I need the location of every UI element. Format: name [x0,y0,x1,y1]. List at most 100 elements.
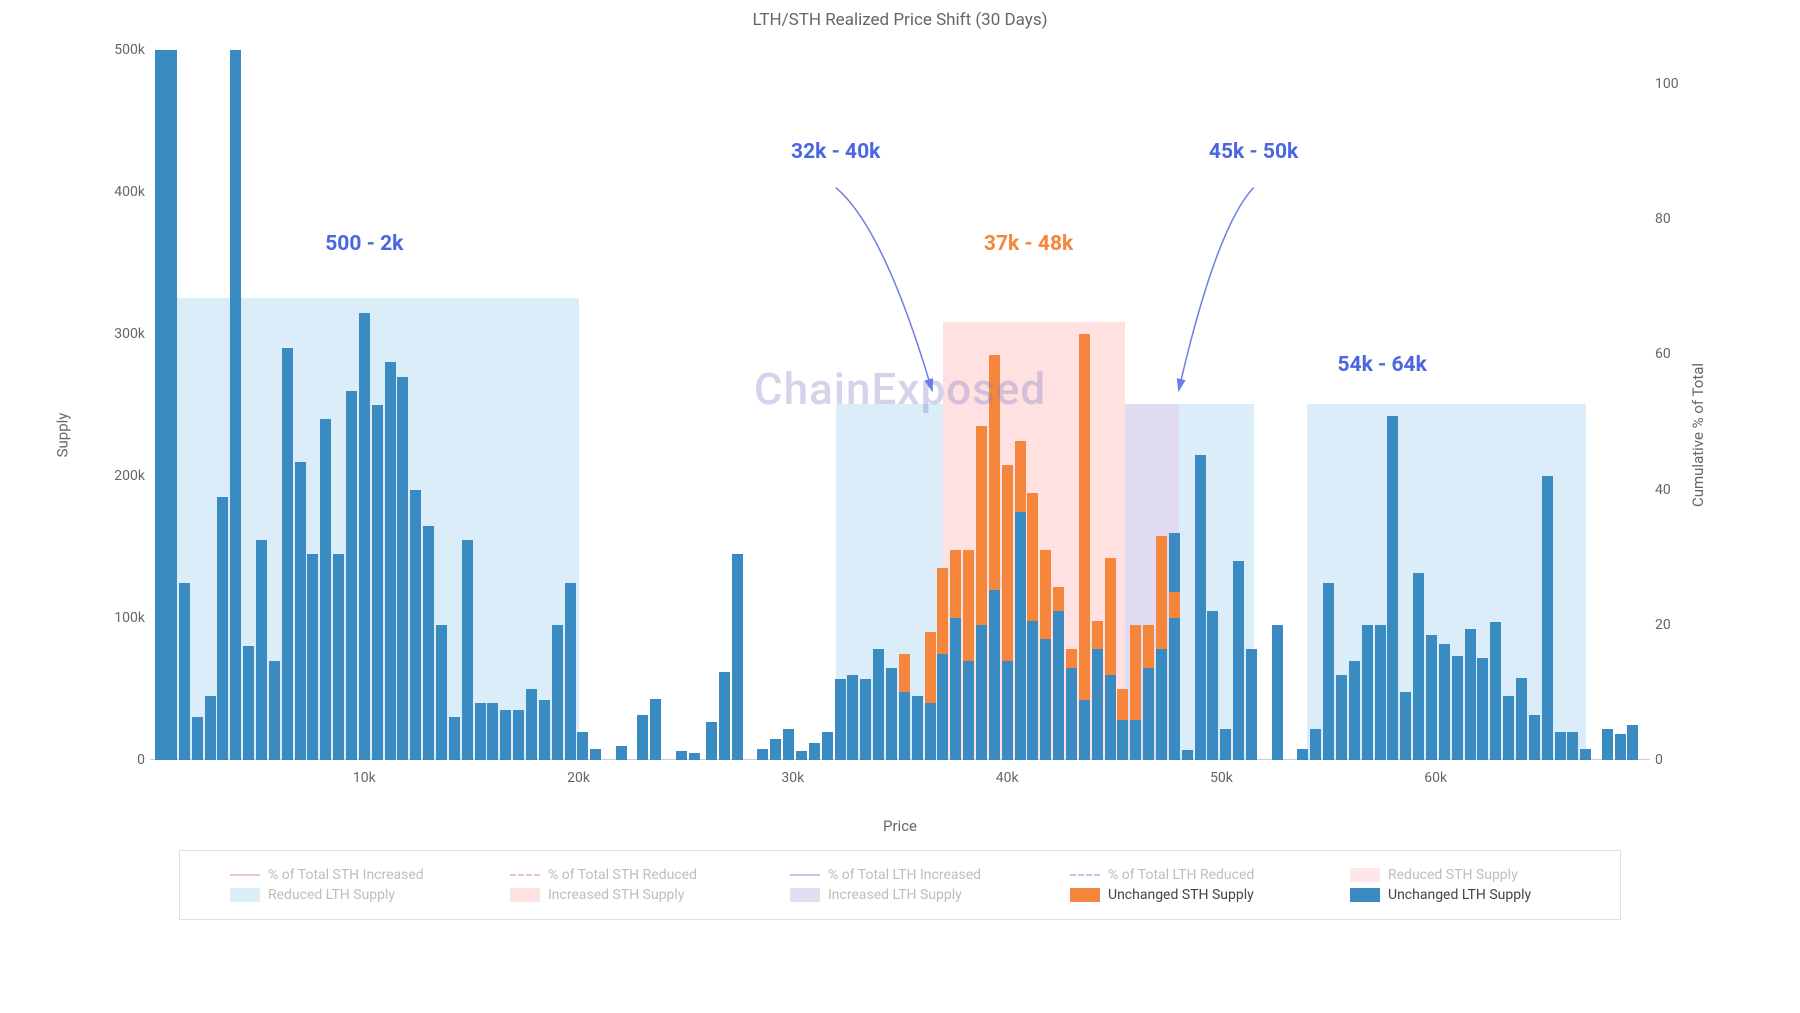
bar [333,554,344,760]
bar [192,717,203,760]
bar [1092,649,1103,760]
bar [937,654,948,761]
bar [770,739,781,760]
bar [282,348,293,760]
bar [1323,583,1334,761]
bar [1027,621,1038,760]
legend-item[interactable]: % of Total STH Increased [230,867,450,883]
y-left-tick: 500k [90,42,145,58]
bar [963,661,974,760]
legend-label: % of Total LTH Reduced [1108,867,1254,883]
y-left-tick: 300k [90,326,145,342]
legend-item[interactable]: % of Total LTH Increased [790,867,1010,883]
bar [565,583,576,761]
bar [1439,644,1450,760]
legend-label: Reduced STH Supply [1388,867,1518,883]
bar [1413,573,1424,760]
bar [1233,561,1244,760]
bar [1130,625,1141,720]
bar [1362,625,1373,760]
bar [346,391,357,760]
bar [590,749,601,760]
legend-item[interactable]: % of Total LTH Reduced [1070,867,1290,883]
legend-swatch [230,874,260,876]
bar [1375,625,1386,760]
bar [256,540,267,760]
bar [1182,750,1193,760]
annotation-label: 500 - 2k [325,232,403,256]
bar [410,490,421,760]
y-axis-left-label: Supply [53,413,71,458]
bar [1555,732,1566,760]
legend-item[interactable]: Reduced STH Supply [1350,867,1570,883]
bar [307,554,318,760]
legend-label: Reduced LTH Supply [268,887,395,903]
bar [462,540,473,760]
bar [912,696,923,760]
bar [1066,649,1077,667]
y-left-tick: 400k [90,184,145,200]
bar [1272,625,1283,760]
bar [475,703,486,760]
bar [1079,700,1090,760]
bar [1002,661,1013,760]
bar [552,625,563,760]
y-right-tick: 40 [1655,482,1710,498]
bar [577,732,588,760]
legend-item[interactable]: % of Total STH Reduced [510,867,730,883]
y-right-tick: 20 [1655,617,1710,633]
bar [1465,629,1476,760]
bar [1053,611,1064,760]
bar [1143,668,1154,760]
legend-item[interactable]: Unchanged LTH Supply [1350,887,1570,903]
bar [676,751,687,760]
legend-swatch [790,874,820,876]
y-left-tick: 100k [90,610,145,626]
y-left-tick: 0 [90,752,145,768]
bar [513,710,524,760]
bar [950,550,961,618]
bar [1207,611,1218,760]
bar [1040,639,1051,760]
legend-item[interactable]: Increased STH Supply [510,887,730,903]
bar [397,377,408,760]
bar [1220,729,1231,760]
legend-label: % of Total STH Reduced [548,867,697,883]
bar [1117,720,1128,760]
bar [1426,635,1437,760]
legend-item[interactable]: Reduced LTH Supply [230,887,450,903]
annotation-label: 45k - 50k [1209,140,1298,164]
annotation-label: 32k - 40k [791,140,880,164]
bar [155,50,166,760]
chart-legend: % of Total STH Increased % of Total STH R… [179,850,1621,920]
legend-item[interactable]: Increased LTH Supply [790,887,1010,903]
bar [217,497,228,760]
bar [372,405,383,760]
legend-swatch [510,874,540,876]
legend-swatch [1070,874,1100,876]
bar [269,661,280,760]
legend-label: Increased STH Supply [548,887,684,903]
bar [1580,749,1591,760]
bar [1015,441,1026,512]
bar [1477,658,1488,760]
bar [847,675,858,760]
y-axis-right: 020406080100 [1655,50,1710,760]
bar [243,646,254,760]
bar [1092,621,1103,649]
bar [963,550,974,661]
bar [1156,536,1167,650]
x-tick: 40k [996,770,1019,786]
annotation-label: 37k - 48k [984,232,1073,256]
y-right-tick: 60 [1655,346,1710,362]
y-left-tick: 200k [90,468,145,484]
bar [1066,668,1077,760]
bar [1117,689,1128,720]
legend-item[interactable]: Unchanged STH Supply [1070,887,1290,903]
bar [809,743,820,760]
bar [637,715,648,760]
legend-swatch [510,888,540,902]
legend-swatch [790,888,820,902]
bar [706,722,717,760]
annotation-label: 54k - 64k [1337,353,1426,377]
